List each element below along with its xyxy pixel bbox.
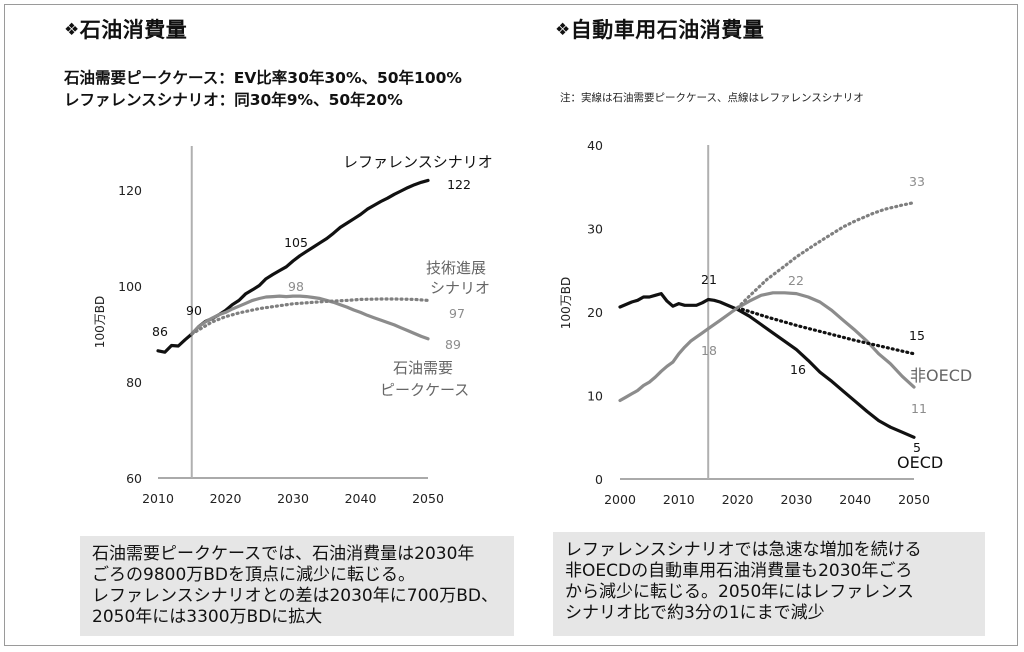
left-y-tick-label: 100 (118, 279, 142, 294)
left-series-line-1 (190, 294, 430, 341)
right-caption-line-4: シナリオ比で約3分の1にまで減少 (565, 603, 825, 623)
right-y-tick-label: 10 (587, 389, 603, 404)
four-diamond-icon: ❖ (64, 20, 80, 40)
left-x-tick-label: 2050 (412, 491, 444, 506)
right-data-label: 15 (909, 328, 925, 343)
left-y-tick-label: 80 (126, 375, 142, 390)
right-data-label: 22 (788, 273, 804, 288)
left-caption-line-1: 石油需要ピークケースでは、石油消費量は2030年 (92, 544, 475, 564)
left-caption-line-4: 2050年には3300万BDに拡大 (92, 607, 323, 627)
left-data-label: 90 (186, 303, 202, 318)
left-caption: 石油需要ピークケースでは、石油消費量は2030年 ごろの9800万BDを頂点に減… (80, 536, 514, 636)
left-panel-title: ❖石油消費量 (64, 14, 187, 44)
left-y-axis-label: 100万BD (93, 296, 107, 348)
right-y-tick-label: 20 (587, 305, 603, 320)
right-caption-line-3: から減少に転じる。2050年にはレファレンス (565, 582, 914, 602)
left-series-line-2 (190, 297, 430, 336)
left-data-label: 105 (284, 235, 308, 250)
right-data-label: 33 (909, 174, 925, 189)
left-series-label-peak: ピークケース (380, 381, 469, 399)
right-series-line-2 (735, 306, 916, 356)
right-y-tick-label: 40 (587, 138, 603, 153)
right-y-axis-label: 100万BD (559, 277, 573, 329)
right-x-tick-label: 2040 (839, 492, 871, 507)
right-x-tick-label: 2000 (604, 492, 636, 507)
left-x-tick-label: 2040 (345, 491, 377, 506)
right-y-tick-label: 0 (595, 472, 603, 487)
left-x-tick-label: 2010 (142, 491, 174, 506)
right-x-tick-label: 2050 (898, 492, 930, 507)
right-data-label: 18 (701, 343, 717, 358)
right-series-line-3 (735, 201, 916, 310)
left-series-label-peak: 石油需要 (393, 359, 453, 377)
right-caption: レファレンスシナリオでは急速な増加を続ける 非OECDの自動車用石油消費量も20… (553, 532, 985, 636)
right-data-label: 21 (701, 272, 717, 287)
figure-frame (4, 4, 1018, 646)
left-caption-line-3: レファレンスシナリオとの差は2030年に700万BD、 (92, 586, 498, 606)
left-title-text: 石油消費量 (79, 18, 188, 42)
left-series-label-reference: レファレンスシナリオ (343, 153, 493, 171)
left-caption-line-2: ごろの9800万BDを頂点に減少に転じる。 (92, 565, 416, 585)
left-data-label: 89 (445, 337, 461, 352)
left-data-label: 97 (449, 306, 465, 321)
left-y-tick-label: 60 (126, 471, 142, 486)
left-y-tick-label: 120 (118, 183, 142, 198)
right-title-text: 自動車用石油消費量 (570, 18, 765, 42)
right-data-label: 5 (913, 440, 921, 455)
left-x-tick-label: 2030 (277, 491, 309, 506)
left-series-label-tech: 技術進展 (426, 259, 486, 277)
right-x-tick-label: 2020 (722, 492, 754, 507)
right-caption-line-2: 非OECDの自動車用石油消費量も2030年ごろ (565, 561, 913, 581)
left-x-tick-label: 2020 (210, 491, 242, 506)
right-note: 注：実線は石油需要ピークケース、点線はレファレンスシナリオ (560, 92, 864, 104)
right-data-label: 11 (911, 401, 927, 416)
left-subtitle-line-1: 石油需要ピークケース：EV比率30年30%、50年100% (64, 69, 462, 87)
right-series-line-1 (618, 291, 916, 403)
right-series-label-oecd: OECD (897, 453, 943, 472)
right-series-line-0 (618, 292, 916, 439)
four-diamond-icon: ❖ (555, 20, 571, 40)
right-series-label-non-oecd: 非OECD (910, 366, 972, 385)
right-panel-title: ❖自動車用石油消費量 (555, 14, 764, 44)
right-caption-line-1: レファレンスシナリオでは急速な増加を続ける (565, 540, 922, 560)
right-x-tick-label: 2010 (663, 492, 695, 507)
right-x-tick-label: 2030 (780, 492, 812, 507)
left-data-label: 86 (152, 324, 168, 339)
right-data-label: 16 (790, 362, 806, 377)
left-data-label: 122 (447, 177, 471, 192)
left-series-label-tech: シナリオ (430, 279, 490, 297)
left-data-label: 98 (288, 279, 304, 294)
left-subtitle-line-2: レファレンスシナリオ：同30年9%、50年20% (64, 91, 403, 109)
right-y-tick-label: 30 (587, 222, 603, 237)
